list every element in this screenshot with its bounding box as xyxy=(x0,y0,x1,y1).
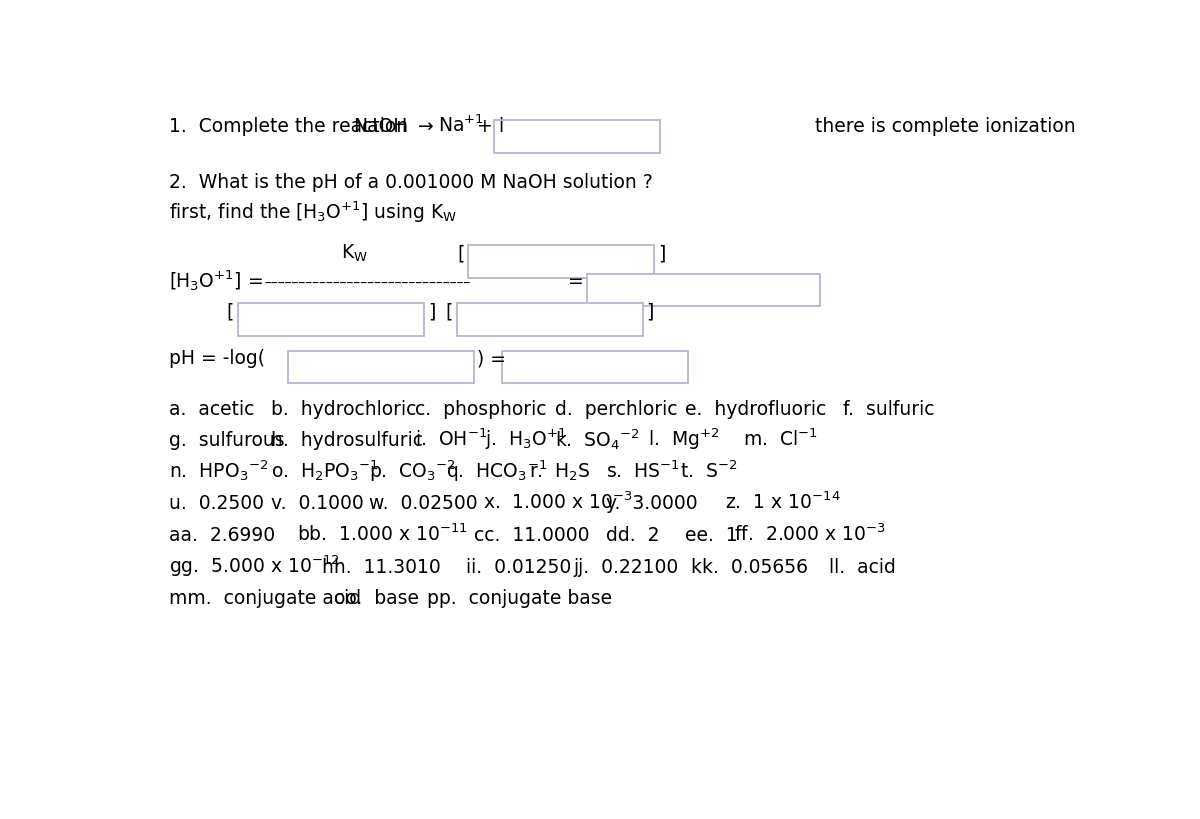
Text: g.  sulfurous: g. sulfurous xyxy=(168,432,284,450)
Text: s.  HS$^{-1}$: s. HS$^{-1}$ xyxy=(606,460,679,482)
Text: →: → xyxy=(418,117,433,136)
Text: t.  S$^{-2}$: t. S$^{-2}$ xyxy=(680,460,738,482)
Text: z.  1 x 10$^{-14}$: z. 1 x 10$^{-14}$ xyxy=(725,492,840,514)
FancyBboxPatch shape xyxy=(587,274,820,306)
Text: first, find the [H$_3$O$^{+1}$] using K$_\mathrm{W}$: first, find the [H$_3$O$^{+1}$] using K$… xyxy=(168,200,457,225)
Text: [H$_3$O$^{+1}$] =: [H$_3$O$^{+1}$] = xyxy=(168,268,263,292)
Text: dd.  2: dd. 2 xyxy=(606,526,659,545)
FancyBboxPatch shape xyxy=(457,303,643,336)
Text: ll.  acid: ll. acid xyxy=(829,558,895,577)
FancyBboxPatch shape xyxy=(468,245,654,278)
FancyBboxPatch shape xyxy=(288,351,474,383)
Text: jj.  0.22100: jj. 0.22100 xyxy=(574,558,678,577)
Text: v.  0.1000: v. 0.1000 xyxy=(271,495,364,514)
Text: h.  hydrosulfuric: h. hydrosulfuric xyxy=(271,432,422,450)
Text: Na$^{+1}$: Na$^{+1}$ xyxy=(438,115,484,136)
Text: [: [ xyxy=(227,302,234,321)
Text: hh.  11.3010: hh. 11.3010 xyxy=(322,558,440,577)
Text: c.  phosphoric: c. phosphoric xyxy=(415,400,546,419)
Text: +: + xyxy=(478,117,493,136)
Text: o.  H$_2$PO$_3$$^{-1}$: o. H$_2$PO$_3$$^{-1}$ xyxy=(271,459,379,483)
Text: k.  SO$_4$$^{-2}$: k. SO$_4$$^{-2}$ xyxy=(554,427,640,452)
Text: kk.  0.05656: kk. 0.05656 xyxy=(691,558,809,577)
Text: a.  acetic: a. acetic xyxy=(168,400,254,419)
Text: mm.  conjugate acid: mm. conjugate acid xyxy=(168,589,361,608)
FancyBboxPatch shape xyxy=(239,303,425,336)
Text: gg.  5.000 x 10$^{-12}$: gg. 5.000 x 10$^{-12}$ xyxy=(168,553,340,578)
Text: i: i xyxy=(499,117,504,136)
Text: 1.  Complete the reaction: 1. Complete the reaction xyxy=(168,117,408,136)
Text: pH = -log(: pH = -log( xyxy=(168,350,265,369)
Text: x.  1.000 x 10$^{-3}$: x. 1.000 x 10$^{-3}$ xyxy=(482,492,632,514)
Text: ]: ] xyxy=(428,302,436,321)
Text: pp.  conjugate base: pp. conjugate base xyxy=(427,589,612,608)
Text: n.  HPO$_3$$^{-2}$: n. HPO$_3$$^{-2}$ xyxy=(168,459,268,483)
Text: 2.  What is the pH of a 0.001000 M NaOH solution ?: 2. What is the pH of a 0.001000 M NaOH s… xyxy=(168,173,653,192)
Text: oo.  base: oo. base xyxy=(334,589,419,608)
Text: p.  CO$_3$$^{-2}$: p. CO$_3$$^{-2}$ xyxy=(368,459,456,484)
Text: [: [ xyxy=(445,302,452,321)
Text: =: = xyxy=(569,273,584,292)
Text: y.  3.0000: y. 3.0000 xyxy=(606,495,697,514)
Text: cc.  11.0000: cc. 11.0000 xyxy=(474,526,589,545)
Text: ) =: ) = xyxy=(478,350,506,369)
Text: r.  H$_2$S: r. H$_2$S xyxy=(529,462,592,483)
Text: aa.  2.6990: aa. 2.6990 xyxy=(168,526,275,545)
Text: b.  hydrochloric: b. hydrochloric xyxy=(271,400,416,419)
Text: w.  0.02500: w. 0.02500 xyxy=(368,495,478,514)
Text: f.  sulfuric: f. sulfuric xyxy=(842,400,935,419)
FancyBboxPatch shape xyxy=(494,120,660,153)
Text: j.  H$_3$O$^{+1}$: j. H$_3$O$^{+1}$ xyxy=(485,427,566,452)
Text: bb.  1.000 x 10$^{-11}$: bb. 1.000 x 10$^{-11}$ xyxy=(296,523,468,545)
Text: ]: ] xyxy=(647,302,654,321)
Text: K$_\mathrm{W}$: K$_\mathrm{W}$ xyxy=(341,243,367,265)
Text: e.  hydrofluoric: e. hydrofluoric xyxy=(685,400,826,419)
Text: l.  Mg$^{+2}$: l. Mg$^{+2}$ xyxy=(648,427,719,452)
Text: u.  0.2500: u. 0.2500 xyxy=(168,495,264,514)
Text: [: [ xyxy=(457,244,464,263)
Text: m.  Cl$^{-1}$: m. Cl$^{-1}$ xyxy=(743,429,818,450)
Text: ff.  2.000 x 10$^{-3}$: ff. 2.000 x 10$^{-3}$ xyxy=(734,523,886,545)
Text: q.  HCO$_3$$^{-1}$: q. HCO$_3$$^{-1}$ xyxy=(445,459,547,484)
Text: ]: ] xyxy=(658,244,665,263)
FancyBboxPatch shape xyxy=(502,351,688,383)
Text: d.  perchloric: d. perchloric xyxy=(554,400,677,419)
Text: ––––––––––––––––––––––––––––––: –––––––––––––––––––––––––––––– xyxy=(264,277,470,291)
Text: i.  OH$^{-1}$: i. OH$^{-1}$ xyxy=(415,429,487,450)
Text: ee.  1: ee. 1 xyxy=(685,526,738,545)
Text: NaOH: NaOH xyxy=(353,117,407,136)
Text: ii.  0.01250: ii. 0.01250 xyxy=(467,558,571,577)
Text: there is complete ionization: there is complete ionization xyxy=(815,117,1075,136)
